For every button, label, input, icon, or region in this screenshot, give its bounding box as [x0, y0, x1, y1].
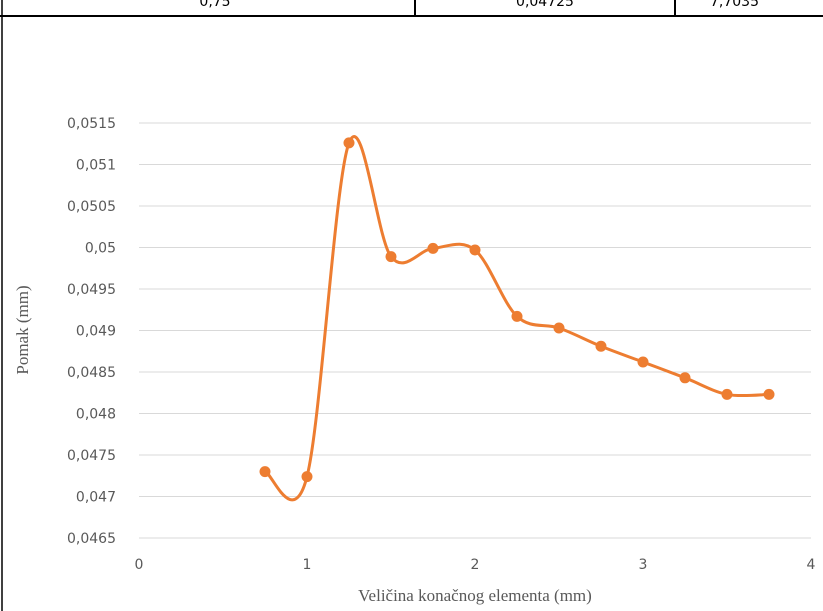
y-tick-label: 0,0475 [67, 448, 116, 464]
marker [469, 244, 481, 256]
x-tick-label: 3 [639, 557, 648, 573]
table-cell: 0,75 [199, 0, 230, 10]
y-tick-label: 0,0465 [67, 531, 116, 547]
marker [553, 322, 565, 334]
marker [343, 137, 355, 149]
y-axis-label: Pomak (mm) [13, 285, 32, 374]
marker [721, 388, 733, 400]
table-cell: 0,04725 [516, 0, 574, 10]
marker [595, 340, 607, 352]
marker [637, 356, 649, 368]
marker [679, 372, 691, 384]
y-tick-label: 0,051 [76, 158, 116, 174]
marker [385, 251, 397, 263]
marker [511, 310, 523, 322]
x-tick-label: 1 [303, 557, 312, 573]
x-tick-label: 0 [135, 557, 144, 573]
marker [427, 242, 439, 254]
marker [259, 466, 271, 478]
y-tick-label: 0,0515 [67, 116, 116, 132]
x-tick-label: 4 [807, 557, 816, 573]
y-tick-label: 0,0495 [67, 282, 116, 298]
y-tick-label: 0,05 [85, 241, 116, 257]
y-tick-label: 0,047 [76, 490, 116, 506]
y-tick-label: 0,0505 [67, 199, 116, 215]
y-tick-label: 0,048 [76, 407, 116, 423]
y-tick-label: 0,0485 [67, 365, 116, 381]
x-axis-label: Veličina konačnog elementa (mm) [358, 586, 592, 605]
marker [763, 388, 775, 400]
x-tick-label: 2 [471, 557, 480, 573]
y-tick-label: 0,049 [76, 324, 116, 340]
marker [301, 471, 313, 483]
table-cell: 7,7035 [710, 0, 759, 10]
